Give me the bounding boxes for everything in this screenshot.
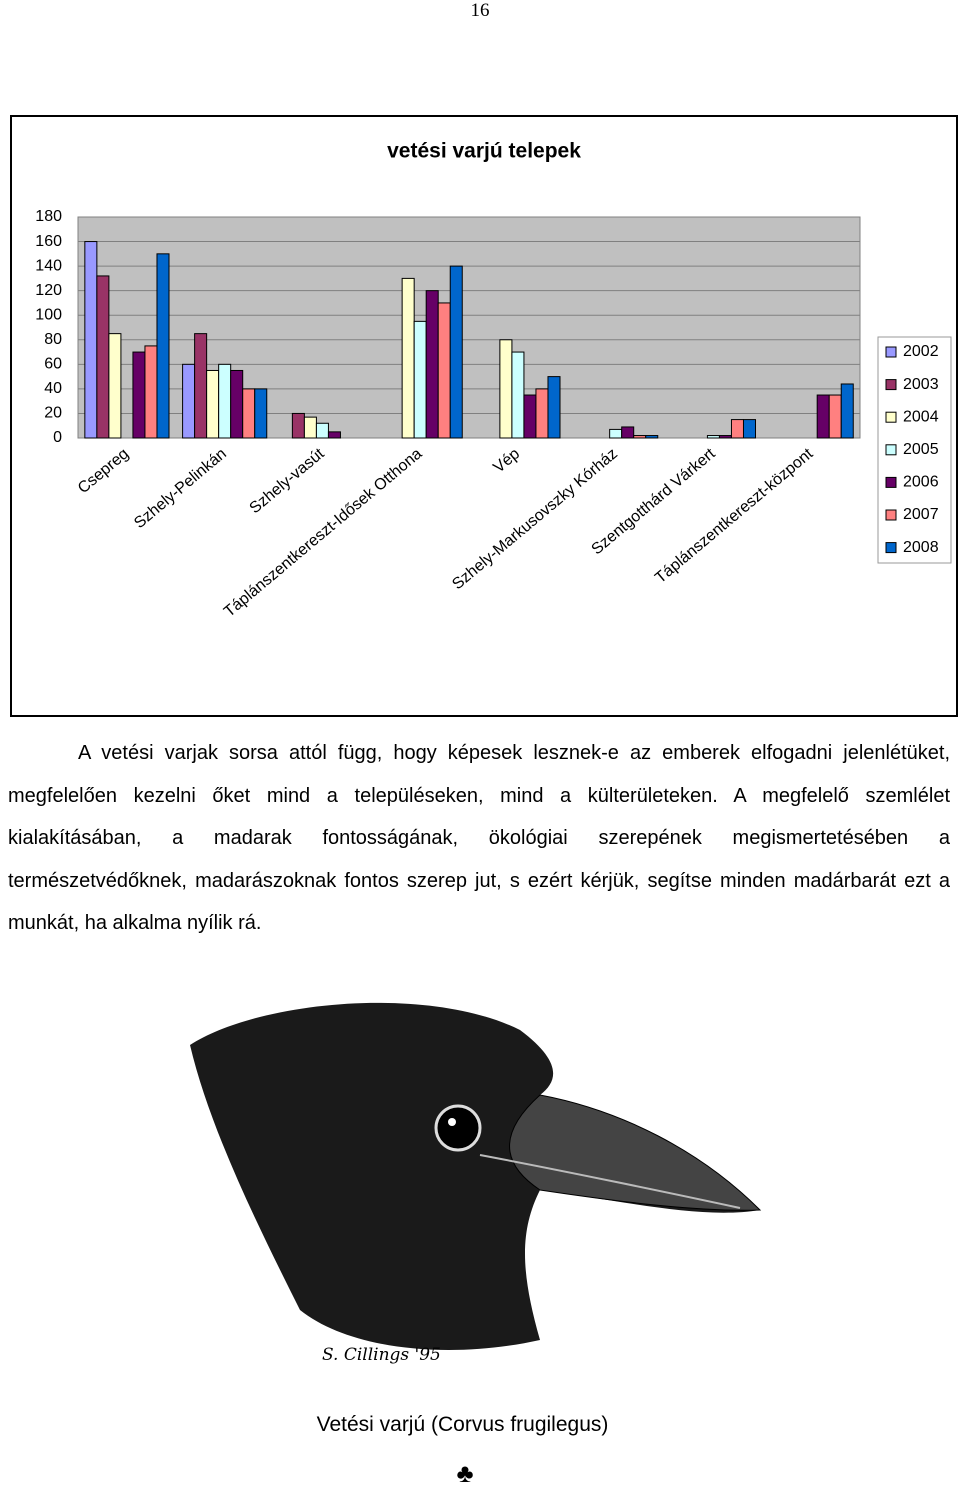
bar xyxy=(327,431,341,439)
legend-label: 2004 xyxy=(903,408,939,425)
signature: S. Cillings '95 xyxy=(322,1345,441,1365)
beak-line xyxy=(479,1154,741,1209)
bar xyxy=(633,435,647,439)
bar xyxy=(645,435,659,439)
illustration: S. Cillings '95 xyxy=(190,1002,762,1365)
bar xyxy=(413,320,427,439)
legend-label: 2007 xyxy=(903,506,939,523)
bar xyxy=(425,290,439,439)
legend-label: 2003 xyxy=(903,376,939,393)
bar xyxy=(730,419,744,439)
y-tick-label: 100 xyxy=(35,306,62,323)
bar xyxy=(315,422,329,439)
eye-glint xyxy=(448,1118,456,1126)
legend-swatch xyxy=(885,379,897,391)
y-tick-label: 0 xyxy=(53,429,62,446)
y-tick-label: 80 xyxy=(44,331,62,348)
bar xyxy=(132,351,146,439)
bar xyxy=(816,394,830,439)
y-tick-label: 20 xyxy=(44,405,62,422)
legend-swatch xyxy=(885,444,897,456)
bar xyxy=(718,435,732,439)
bar xyxy=(291,412,305,439)
crow-beak xyxy=(509,1094,762,1211)
caption: Vetési varjú (Corvus frugilegus) xyxy=(316,1413,609,1436)
bar xyxy=(621,426,635,439)
legend-label: 2006 xyxy=(903,474,939,491)
bar xyxy=(242,388,256,439)
bar xyxy=(706,435,720,439)
y-tick-label: 60 xyxy=(44,356,62,373)
bar xyxy=(182,363,196,439)
bar xyxy=(499,339,513,439)
paragraph: A vetési varjak sorsa attól függ, hogy k… xyxy=(8,742,950,934)
chart-title: vetési varjú telepek xyxy=(387,140,581,163)
bar xyxy=(84,241,98,439)
chart: vetési varjú telepek 0 20 40 60 80 100 120 140 1… xyxy=(10,115,958,717)
bar xyxy=(254,388,268,439)
bar xyxy=(96,275,110,439)
y-tick-label: 120 xyxy=(35,282,62,299)
y-tick-label: 40 xyxy=(44,380,62,397)
bar xyxy=(194,333,208,439)
bar xyxy=(840,383,854,439)
bar xyxy=(108,333,122,439)
crow-eye xyxy=(434,1104,482,1152)
bar xyxy=(828,394,842,439)
legend-swatch xyxy=(885,411,897,423)
bar xyxy=(449,265,463,439)
bar xyxy=(206,369,220,439)
legend-swatch xyxy=(885,346,897,358)
bar xyxy=(511,351,525,439)
bar xyxy=(547,376,561,439)
legend-label: 2005 xyxy=(903,441,939,458)
y-tick-label: 160 xyxy=(35,233,62,250)
bar xyxy=(303,416,317,439)
page-number: 16 xyxy=(470,0,490,21)
bar xyxy=(609,428,623,439)
bar xyxy=(742,419,757,439)
legend-swatch xyxy=(885,542,897,554)
y-tick-label: 140 xyxy=(35,257,62,274)
y-tick-label: 180 xyxy=(35,208,62,225)
legend-swatch xyxy=(885,509,897,521)
bar xyxy=(437,302,451,439)
bar xyxy=(523,394,537,439)
legend-swatch xyxy=(885,476,897,488)
bar xyxy=(535,388,549,439)
bar xyxy=(156,253,170,439)
bar xyxy=(218,363,232,439)
crow-head xyxy=(190,1002,760,1350)
bar xyxy=(144,345,158,439)
ornament: ♣ xyxy=(456,1458,474,1488)
bar xyxy=(401,277,415,439)
bar xyxy=(230,369,244,439)
legend-label: 2008 xyxy=(903,539,939,556)
legend-label: 2002 xyxy=(903,343,939,360)
